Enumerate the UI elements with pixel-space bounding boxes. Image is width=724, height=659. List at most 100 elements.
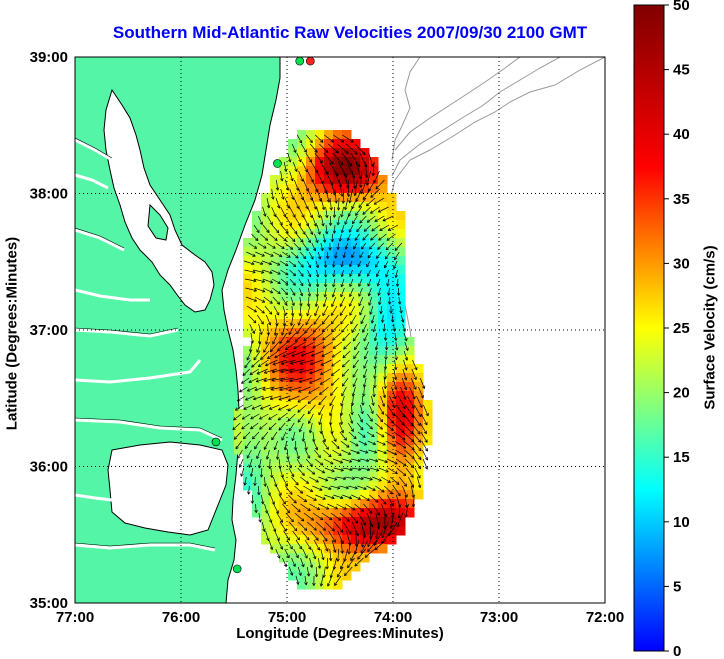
velocity-arrow [356,224,363,233]
velocity-arrow [353,242,358,250]
velocity-cell [405,409,415,419]
velocity-arrowhead [276,262,281,266]
velocity-arrow [337,143,349,154]
velocity-cell [279,247,289,257]
velocity-arrowhead [273,213,277,217]
velocity-cell [342,409,352,419]
colorbar-tick-label: 0 [673,643,681,659]
velocity-arrow [309,377,322,384]
velocity-cell [279,220,289,230]
velocity-cell [378,292,388,302]
velocity-arrowhead [329,207,333,211]
velocity-arrow [255,503,257,513]
velocity-cell [333,193,343,203]
velocity-cell [324,418,334,428]
velocity-cell [378,472,388,482]
lat-tick-label: 39:00 [30,49,68,66]
velocity-arrow [331,377,340,386]
velocity-cell [288,247,298,257]
velocity-arrow [269,341,280,352]
velocity-arrow [342,332,351,341]
velocity-cell [288,274,298,284]
velocity-arrowhead [414,366,418,371]
velocity-arrow [393,323,395,332]
velocity-arrow [311,350,324,357]
velocity-cell [306,382,316,392]
velocity-arrowhead [382,218,386,222]
velocity-arrow [351,494,361,500]
velocity-arrow [308,386,320,394]
velocity-cell [351,400,361,410]
velocity-cell [306,463,316,473]
velocity-cell [333,481,343,491]
velocity-arrow [375,341,379,351]
velocity-cell [324,499,334,509]
velocity-arrow [280,188,284,200]
velocity-cell [396,364,406,374]
velocity-arrowhead [334,200,338,204]
velocity-arrow [359,305,365,316]
velocity-arrow [318,557,321,569]
velocity-cell [261,508,271,518]
velocity-cell [333,229,343,239]
velocity-arrow [248,458,253,468]
velocity-cell [315,139,325,149]
velocity-arrowhead [375,458,379,463]
velocity-arrowhead [270,253,274,257]
velocity-cell [414,436,424,446]
velocity-cell [261,301,271,311]
velocity-arrowhead [322,527,326,531]
velocity-arrowhead [332,214,337,218]
velocity-arrow [290,287,296,296]
velocity-arrowhead [308,264,312,269]
velocity-arrow [288,386,302,392]
velocity-cell [315,148,325,158]
velocity-arrowhead [380,411,384,415]
velocity-cell [297,472,307,482]
velocity-cell [252,445,262,455]
velocity-arrow [353,341,361,350]
velocity-arrowhead [336,558,340,562]
velocity-cell [387,247,397,257]
velocity-cell [270,418,280,428]
velocity-cell [369,283,379,293]
velocity-arrowhead [367,543,371,548]
velocity-cell [279,418,289,428]
velocity-arrowhead [289,246,294,250]
velocity-arrow [257,485,260,495]
velocity-arrow [276,512,283,523]
velocity-arrowhead [277,417,282,421]
velocity-cell [315,571,325,581]
velocity-arrowhead [402,405,406,410]
velocity-cell [324,283,334,293]
velocity-cell [342,301,352,311]
velocity-arrow [269,395,282,400]
velocity-cell [252,490,262,500]
velocity-arrow [377,242,385,250]
velocity-cell [243,310,253,320]
velocity-arrow [232,422,241,431]
velocity-cell [243,472,253,482]
velocity-arrowhead [375,185,379,190]
velocity-cell [261,382,271,392]
velocity-arrowhead [357,556,361,560]
velocity-arrow [376,269,380,277]
velocity-arrow [258,359,269,367]
velocity-arrow [342,377,349,387]
velocity-arrowhead [292,282,296,286]
velocity-arrow [299,377,313,383]
velocity-cell [387,193,397,203]
velocity-arrow [298,278,304,287]
velocity-arrow [315,296,319,307]
velocity-arrowhead [324,538,328,542]
velocity-arrowhead [308,430,313,434]
velocity-cell [360,355,370,365]
velocity-arrowhead [270,387,274,391]
velocity-cell [351,499,361,509]
velocity-arrowhead [253,396,257,401]
velocity-arrowhead [362,151,366,156]
velocity-arrow [363,377,367,388]
velocity-arrowhead [326,199,331,203]
velocity-cell [297,184,307,194]
velocity-arrowhead [303,527,308,531]
